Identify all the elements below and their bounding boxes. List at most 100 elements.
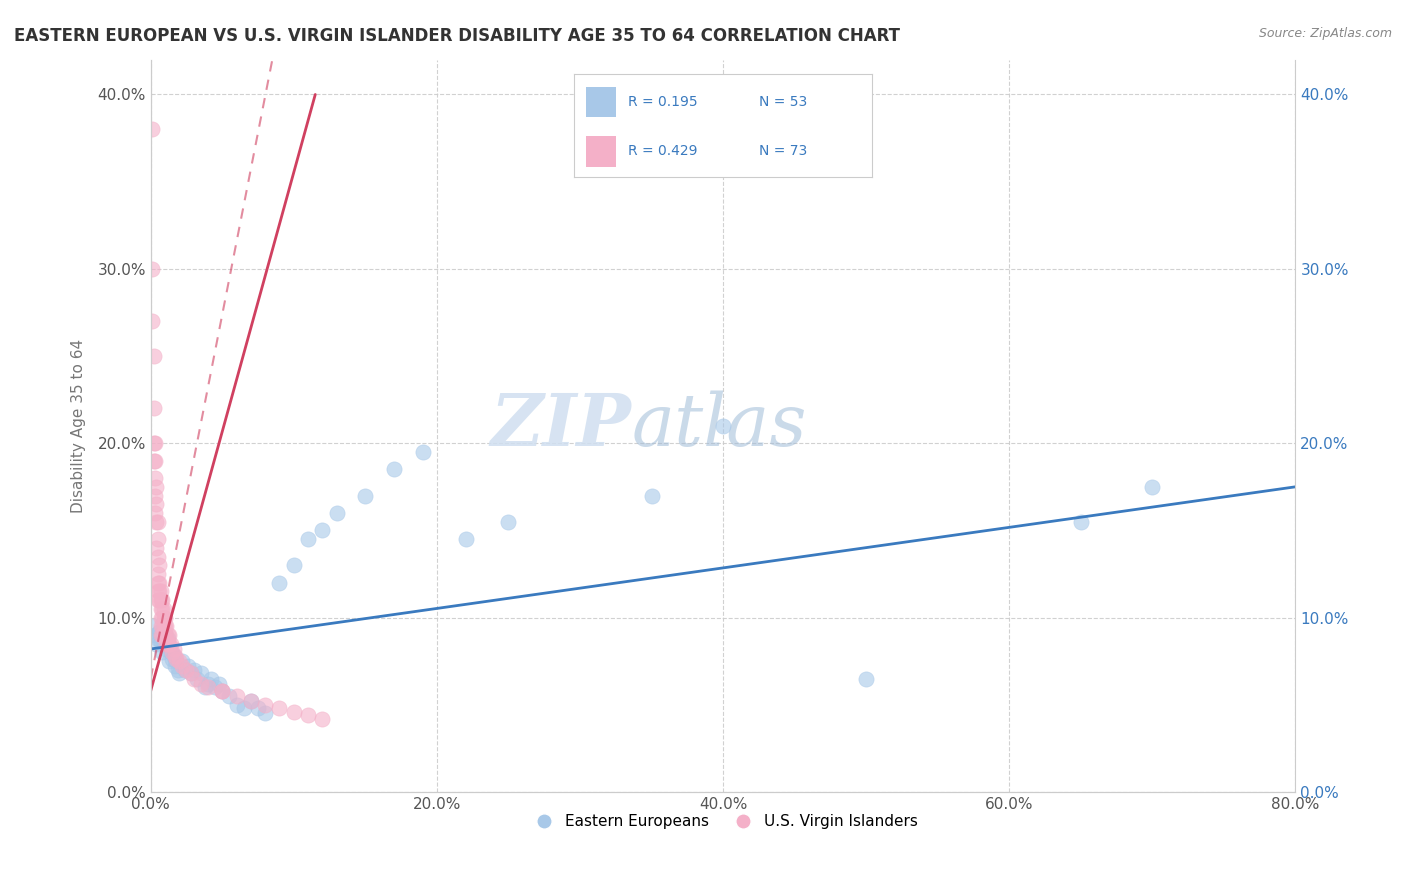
Point — [157, 654, 180, 668]
Point — [142, 401, 165, 416]
Point — [149, 635, 172, 649]
Point — [183, 663, 205, 677]
Point — [190, 666, 212, 681]
Point — [211, 683, 233, 698]
Point — [186, 672, 208, 686]
Point — [218, 689, 240, 703]
Point — [247, 701, 270, 715]
Point — [150, 645, 173, 659]
Point — [143, 628, 166, 642]
Y-axis label: Disability Age 35 to 64: Disability Age 35 to 64 — [72, 339, 86, 513]
Point — [148, 575, 170, 590]
Point — [269, 701, 291, 715]
Text: Source: ZipAtlas.com: Source: ZipAtlas.com — [1258, 27, 1392, 40]
Point — [166, 652, 188, 666]
Point — [225, 689, 247, 703]
Point — [146, 632, 169, 646]
Point — [297, 708, 319, 723]
Point — [156, 628, 179, 642]
Point — [142, 619, 165, 633]
Point — [149, 628, 172, 642]
Point — [145, 541, 167, 555]
Point — [152, 602, 174, 616]
Point — [166, 654, 188, 668]
Point — [153, 628, 176, 642]
Point — [180, 666, 202, 681]
Point — [150, 628, 173, 642]
Point — [498, 515, 520, 529]
Point — [167, 663, 190, 677]
Point — [149, 584, 172, 599]
Point — [149, 610, 172, 624]
Point — [146, 549, 169, 564]
Point — [145, 637, 167, 651]
Point — [169, 654, 191, 668]
Point — [382, 462, 405, 476]
Text: EASTERN EUROPEAN VS U.S. VIRGIN ISLANDER DISABILITY AGE 35 TO 64 CORRELATION CHA: EASTERN EUROPEAN VS U.S. VIRGIN ISLANDER… — [14, 27, 900, 45]
Point — [163, 659, 186, 673]
Point — [156, 632, 179, 646]
Point — [150, 619, 173, 633]
Point — [254, 698, 277, 712]
Point — [454, 532, 477, 546]
Point — [711, 418, 734, 433]
Legend: Eastern Europeans, U.S. Virgin Islanders: Eastern Europeans, U.S. Virgin Islanders — [522, 808, 924, 836]
Point — [152, 610, 174, 624]
Point — [269, 575, 291, 590]
Point — [169, 666, 191, 681]
Point — [174, 663, 197, 677]
Point — [146, 566, 169, 581]
Point — [148, 558, 170, 573]
Point — [1070, 515, 1092, 529]
Point — [159, 637, 181, 651]
Point — [142, 453, 165, 467]
Point — [145, 497, 167, 511]
Point — [152, 637, 174, 651]
Point — [325, 506, 347, 520]
Point — [155, 637, 177, 651]
Point — [150, 602, 173, 616]
Point — [160, 645, 183, 659]
Point — [200, 672, 222, 686]
Point — [162, 642, 184, 657]
Point — [146, 532, 169, 546]
Point — [148, 584, 170, 599]
Point — [211, 683, 233, 698]
Point — [177, 659, 200, 673]
Text: ZIP: ZIP — [491, 391, 631, 461]
Point — [211, 683, 233, 698]
Point — [153, 619, 176, 633]
Point — [412, 445, 434, 459]
Point — [239, 694, 262, 708]
Point — [149, 602, 172, 616]
Point — [190, 677, 212, 691]
Point — [141, 122, 163, 136]
Point — [225, 698, 247, 712]
Point — [163, 648, 186, 663]
Point — [143, 436, 166, 450]
Point — [146, 575, 169, 590]
Point — [311, 712, 333, 726]
Point — [149, 619, 172, 633]
Point — [141, 261, 163, 276]
Point — [146, 593, 169, 607]
Point — [159, 645, 181, 659]
Point — [146, 584, 169, 599]
Point — [180, 666, 202, 681]
Point — [143, 489, 166, 503]
Text: atlas: atlas — [631, 391, 807, 461]
Point — [141, 314, 163, 328]
Point — [148, 593, 170, 607]
Point — [156, 637, 179, 651]
Point — [150, 593, 173, 607]
Point — [311, 524, 333, 538]
Point — [155, 642, 177, 657]
Point — [153, 628, 176, 642]
Point — [283, 558, 305, 573]
Point — [152, 628, 174, 642]
Point — [153, 610, 176, 624]
Point — [145, 480, 167, 494]
Point — [354, 489, 377, 503]
Point — [204, 681, 226, 695]
Point — [143, 506, 166, 520]
